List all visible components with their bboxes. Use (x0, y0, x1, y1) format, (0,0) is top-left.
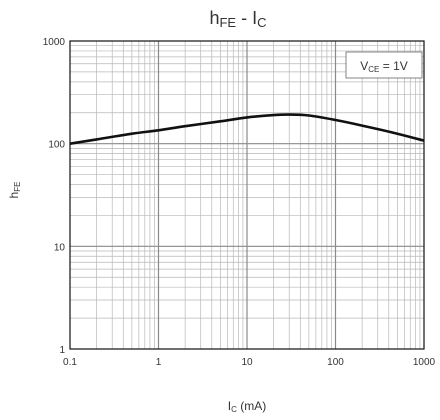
y-tick-label: 10 (54, 242, 66, 253)
x-tick-label: 10 (241, 357, 253, 368)
chart-title: hFE - IC (209, 8, 266, 30)
plot-frame (69, 40, 425, 350)
y-axis-label: hFE (7, 182, 22, 199)
x-tick-label: 100 (327, 357, 344, 368)
major-grid (70, 41, 424, 349)
x-axis-label: IC (mA) (228, 399, 266, 414)
x-tick-labels: 0.1 1 10 100 1000 (63, 357, 436, 368)
y-tick-label: 1 (59, 345, 65, 356)
minor-grid (70, 41, 424, 349)
y-tick-label: 100 (48, 140, 65, 151)
y-tick-label: 1000 (43, 37, 66, 48)
x-tick-label: 1000 (413, 357, 436, 368)
annotation-vce: VCE = 1V (360, 59, 408, 74)
series-line-hfe (69, 113, 425, 145)
x-tick-label: 0.1 (63, 357, 77, 368)
annotation-box: VCE = 1V (345, 51, 423, 79)
y-tick-labels: 1 10 100 1000 (43, 37, 66, 356)
x-tick-label: 1 (156, 357, 162, 368)
